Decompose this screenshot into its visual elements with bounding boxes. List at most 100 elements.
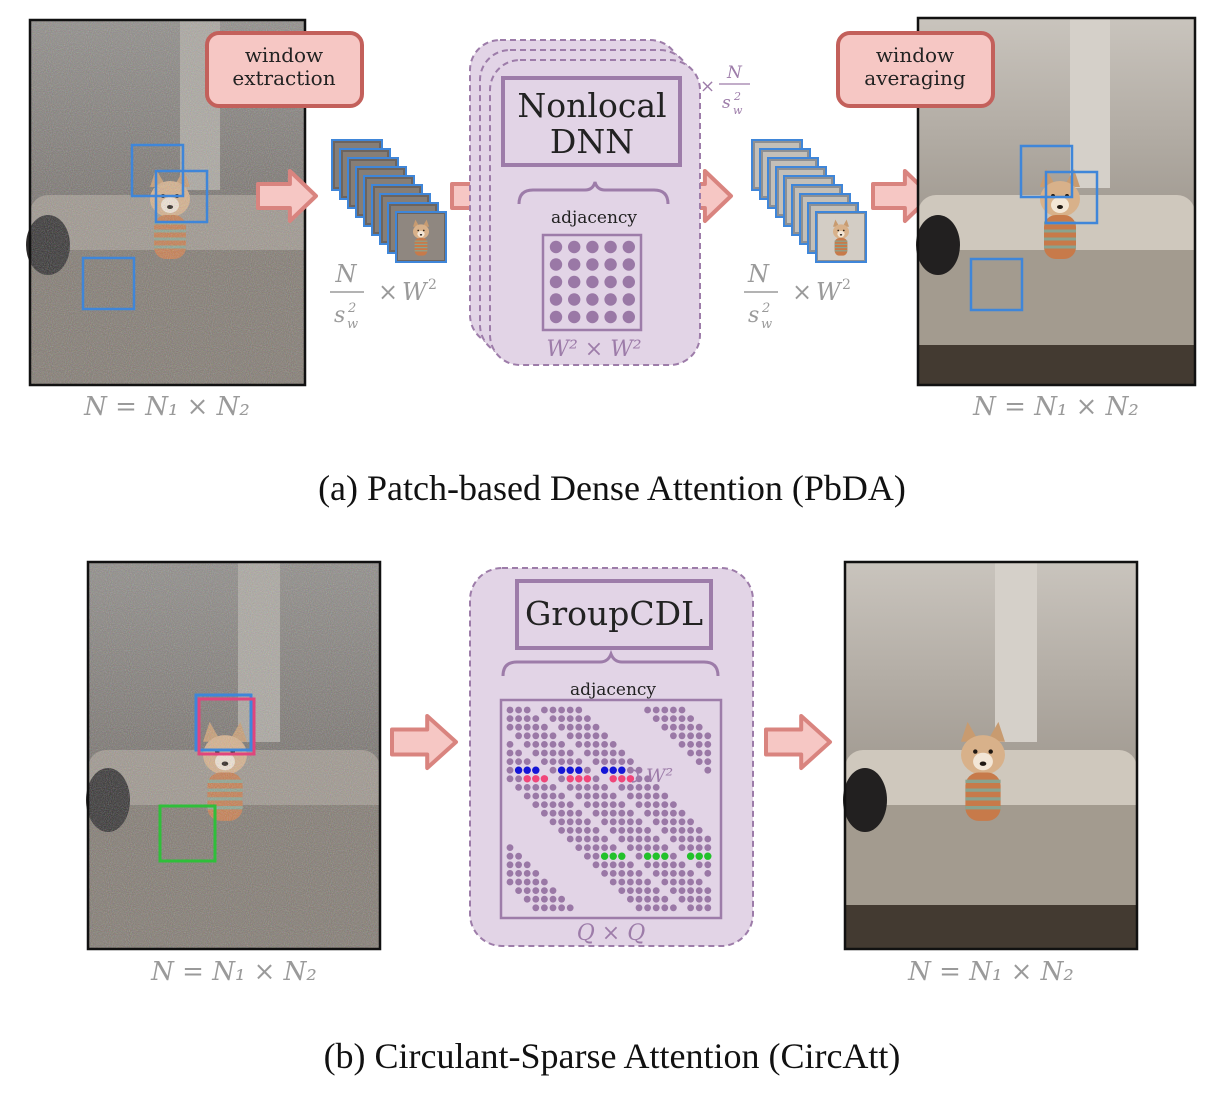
adjacency-dot <box>515 861 522 869</box>
adjacency-dot <box>604 258 617 271</box>
adjacency-dot <box>670 723 677 731</box>
adjacency-dot <box>652 706 660 714</box>
adjacency-dot <box>523 723 531 731</box>
adjacency-dot <box>627 792 634 800</box>
adjacency-dot <box>622 258 635 271</box>
adjacency-dot <box>575 758 583 765</box>
matrix-label-b: Q × Q <box>577 921 646 946</box>
dnn-title-line2: DNN <box>550 122 634 161</box>
adjacency-dot <box>661 818 669 826</box>
highlight-dot <box>523 775 531 783</box>
adjacency-dot <box>515 723 522 731</box>
adjacency-dot <box>515 775 522 783</box>
adjacency-dot <box>575 844 583 851</box>
adjacency-dot <box>687 732 694 740</box>
adjacency-dot <box>592 852 600 860</box>
adjacency-dot <box>704 758 712 765</box>
adjacency-dot <box>592 809 600 817</box>
highlight-dot <box>704 852 712 860</box>
dense-adjacency-dots <box>549 240 635 324</box>
adjacency-dot <box>549 715 557 722</box>
svg-text:s: s <box>334 303 345 328</box>
adjacency-dot <box>549 784 557 791</box>
adjacency-dot <box>670 809 677 817</box>
highlight-dot <box>532 766 540 774</box>
adjacency-dot <box>652 801 660 808</box>
adjacency-dot <box>695 732 703 740</box>
highlight-dot <box>575 766 583 774</box>
adjacency-dot <box>627 809 634 817</box>
adjacency-dot <box>566 801 574 808</box>
adjacency-dot <box>661 715 669 722</box>
adjacency-dot <box>566 758 574 765</box>
adjacency-dot <box>644 844 651 851</box>
adjacency-dot <box>558 741 565 748</box>
adjacency-dot <box>704 766 712 774</box>
adjacency-dot <box>541 706 548 714</box>
adjacency-dot <box>601 749 608 757</box>
adjacency-dot <box>592 792 600 800</box>
adjacency-dot <box>635 818 643 826</box>
adjacency-dot <box>627 870 634 877</box>
adjacency-dot <box>678 878 686 886</box>
adjacency-dot <box>627 784 634 791</box>
highlight-dot <box>618 852 626 860</box>
adjacency-dot <box>584 784 591 791</box>
svg-text:W: W <box>402 278 429 306</box>
adjacency-dot <box>627 895 634 903</box>
adjacency-dot <box>584 723 591 731</box>
adjacency-dot <box>506 775 514 783</box>
adjacency-dot <box>661 792 669 800</box>
adjacency-dot <box>523 878 531 886</box>
window-boxes-b <box>158 693 256 863</box>
svg-text:N: N <box>726 63 743 83</box>
image-size-label-a-right: N = N₁ × N₂ <box>972 392 1139 422</box>
adjacency-dot <box>635 844 643 851</box>
adjacency-dot <box>541 758 548 765</box>
adjacency-dot <box>541 732 548 740</box>
adjacency-dot <box>586 293 599 306</box>
adjacency-dot <box>670 801 677 808</box>
adjacency-dot <box>541 741 548 748</box>
patch-stack-noisy <box>331 139 447 263</box>
adjacency-dot <box>523 861 531 869</box>
adjacency-dot <box>575 827 583 834</box>
highlight-dot <box>661 852 669 860</box>
adjacency-dot <box>678 706 686 714</box>
adjacency-dot <box>661 801 669 808</box>
adjacency-dot <box>584 792 591 800</box>
adjacency-dot <box>541 792 548 800</box>
adjacency-dot <box>592 741 600 748</box>
adjacency-dot <box>635 792 643 800</box>
adjacency-dot <box>678 715 686 722</box>
adjacency-dot <box>695 878 703 886</box>
adjacency-dot <box>635 895 643 903</box>
adjacency-dot <box>549 310 563 324</box>
adjacency-dot <box>568 258 581 271</box>
svg-text:2: 2 <box>733 90 741 103</box>
adjacency-dot <box>584 818 591 826</box>
adjacency-dot <box>622 310 635 324</box>
adjacency-dot <box>609 758 617 765</box>
adjacency-dot <box>541 887 548 894</box>
highlight-dot <box>523 766 531 774</box>
adjacency-dot <box>644 904 651 912</box>
adjacency-dot <box>549 895 557 903</box>
adjacency-dot <box>532 723 540 731</box>
highlight-dot <box>609 775 617 783</box>
adjacency-dot <box>566 749 574 757</box>
adjacency-dot <box>622 275 635 289</box>
adjacency-dot <box>704 749 712 757</box>
stack-count-label: × N s 2w <box>700 63 750 117</box>
adjacency-dot <box>618 749 626 757</box>
adjacency-dot <box>687 835 694 843</box>
adjacency-dot <box>586 258 599 271</box>
adjacency-dot <box>618 818 626 826</box>
adjacency-dot <box>558 827 565 834</box>
adjacency-dot <box>549 792 557 800</box>
adjacency-dot <box>618 878 626 886</box>
adjacency-dot <box>541 749 548 757</box>
adjacency-dot <box>586 240 599 254</box>
adjacency-dot <box>506 844 514 851</box>
adjacency-dot <box>523 732 531 740</box>
